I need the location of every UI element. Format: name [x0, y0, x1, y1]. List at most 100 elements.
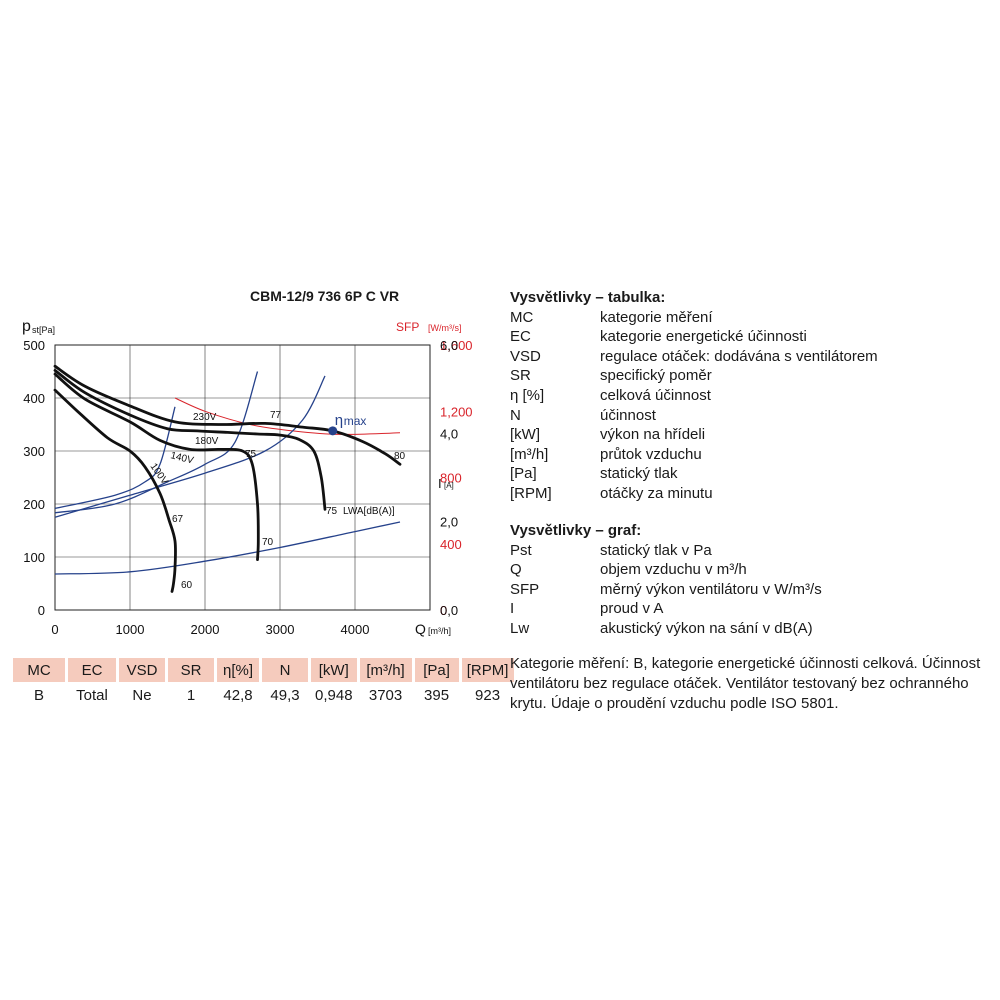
- legend-row: Pst statický tlak v Pa: [510, 541, 822, 561]
- y-axis-label: p: [22, 318, 31, 335]
- y-tick-label: 100: [23, 550, 45, 565]
- legend-key: [kW]: [510, 426, 540, 444]
- sfp-tick-label: 400: [440, 537, 462, 552]
- legend-table-title: Vysvětlivky – tabulka:: [510, 289, 666, 306]
- legend-value: celková účinnost: [600, 386, 711, 404]
- legend-key: N: [510, 406, 521, 424]
- fan-performance-chart: 0 1000 2000 3000 400001002003004005000400800…: [22, 318, 473, 637]
- parameters-header-row: MC EC VSD SR η[%] N [kW] [m³/h] [Pa] [RP…: [13, 658, 514, 682]
- legend-value: průtok vzduchu: [600, 445, 702, 463]
- legend-value: kategorie energetické účinnosti: [600, 328, 807, 346]
- plot-frame: [54, 344, 431, 611]
- sfp-tick-label: 1,200: [440, 404, 473, 419]
- legend-row: [RPM] otáčky za minutu: [510, 484, 878, 504]
- chart-title: CBM-12/9 736 6P C VR: [250, 288, 400, 304]
- legend-key: Q: [510, 561, 522, 579]
- header-pa: [Pa]: [414, 658, 459, 682]
- y-axis-unit: st[Pa]: [32, 325, 55, 335]
- legend-graph-block: Vysvětlivky – graf: Pst statický tlak v P…: [510, 521, 822, 639]
- header-eta: η[%]: [217, 658, 259, 682]
- voltage-label-180v: 180V: [195, 436, 219, 447]
- x-axis-label: Q: [415, 621, 426, 637]
- legend-table-block: Vysvětlivky – tabulka: MC kategorie měřen…: [510, 288, 878, 504]
- noise-label-67: 67: [172, 514, 184, 525]
- pressure-curve-180V: [53, 369, 327, 511]
- value-ec: Total: [76, 686, 108, 704]
- legend-key: VSD: [510, 347, 541, 365]
- sfp-tick-label: 1,600: [440, 338, 473, 353]
- header-kw: [kW]: [311, 658, 357, 682]
- header-m3h: [m³/h]: [359, 658, 412, 682]
- legend-value: výkon na hřídeli: [600, 426, 706, 444]
- legend-row: SR specifický poměr: [510, 366, 878, 386]
- voltage-label-140v: 140V: [169, 450, 195, 466]
- y-tick-label: 200: [23, 497, 45, 512]
- value-pa: 395: [424, 686, 450, 704]
- noise-label-75-a: 75: [245, 449, 257, 460]
- legend-value: účinnost: [600, 406, 656, 424]
- eta-max-subscript: max: [344, 414, 367, 428]
- header-n: N: [262, 658, 308, 682]
- legend-key: Lw: [510, 619, 530, 637]
- legend-row: [m³/h] průtok vzduchu: [510, 445, 878, 465]
- legend-value: proud v A: [600, 600, 664, 618]
- eta-max-symbol: η: [335, 412, 343, 429]
- legend-graph-title: Vysvětlivky – graf:: [510, 522, 642, 539]
- legend-key: η [%]: [510, 386, 545, 404]
- pressure-curve-140V: [53, 372, 260, 561]
- legend-key: MC: [510, 308, 534, 326]
- legend-row: [kW] výkon na hřídeli: [510, 425, 878, 445]
- current-tick-label: 6,0: [440, 338, 458, 353]
- current-axis-unit: [A]: [444, 481, 454, 490]
- legend-value: specifický poměr: [600, 367, 712, 385]
- lwa-label: LWA[dB(A)]: [343, 506, 395, 517]
- value-kw: 0,948: [315, 686, 353, 704]
- y-tick-label: 0: [38, 603, 45, 618]
- legend-row: SFP měrný výkon ventilátoru v W/m³/s: [510, 580, 822, 600]
- legend-row: EC kategorie energetické účinnosti: [510, 327, 878, 347]
- legend-key: [RPM]: [510, 484, 552, 502]
- legend-value: objem vzduchu v m³/h: [600, 561, 747, 579]
- header-mc: MC: [13, 658, 65, 682]
- current-curve-1: [54, 406, 176, 510]
- noise-label-60: 60: [181, 580, 193, 591]
- y-tick-label: 500: [23, 338, 45, 353]
- value-m3h: 3703: [368, 686, 403, 704]
- x-tick-label: 1000: [116, 622, 145, 637]
- legend-key: SFP: [510, 580, 540, 598]
- value-n: 49,3: [270, 686, 300, 704]
- header-ec: EC: [68, 658, 116, 682]
- legend-key: [m³/h]: [510, 445, 549, 463]
- value-vsd: Ne: [132, 686, 152, 704]
- x-tick-label: 3000: [266, 622, 295, 637]
- legend-row: MC kategorie měření: [510, 308, 878, 328]
- value-eta: 42,8: [223, 686, 253, 704]
- sfp-tick-label: 0: [440, 603, 447, 618]
- legend-value: kategorie měření: [600, 308, 713, 326]
- y-tick-label: 300: [23, 444, 45, 459]
- x-tick-label: 4000: [341, 622, 370, 637]
- voltage-label-230v: 230V: [193, 412, 217, 423]
- header-vsd: VSD: [119, 658, 165, 682]
- current-tick-label: 0,0: [440, 603, 458, 618]
- noise-label-80: 80: [394, 451, 406, 462]
- noise-label-77: 77: [270, 410, 282, 421]
- measurement-note: Kategorie měření: B, kategorie energetic…: [510, 655, 981, 712]
- sfp-axis-unit: [W/m³/s]: [428, 323, 462, 333]
- header-rpm: [RPM]: [461, 658, 514, 682]
- legend-key: I: [510, 600, 515, 618]
- current-tick-label: 2,0: [440, 515, 458, 530]
- legend-key: Pst: [510, 541, 532, 559]
- lwa-curve: [54, 521, 401, 575]
- noise-label-75-b: 75: [326, 506, 338, 517]
- legend-key: SR: [510, 367, 531, 385]
- legend-value: otáčky za minutu: [600, 484, 713, 502]
- x-axis-unit: [m³/h]: [428, 626, 451, 636]
- legend-value: akustický výkon na sání v dB(A): [600, 619, 813, 637]
- pressure-curve-230V: [53, 364, 402, 466]
- value-sr: 1: [186, 686, 196, 704]
- legend-value: statický tlak v Pa: [600, 541, 712, 559]
- x-tick-label: 2000: [191, 622, 220, 637]
